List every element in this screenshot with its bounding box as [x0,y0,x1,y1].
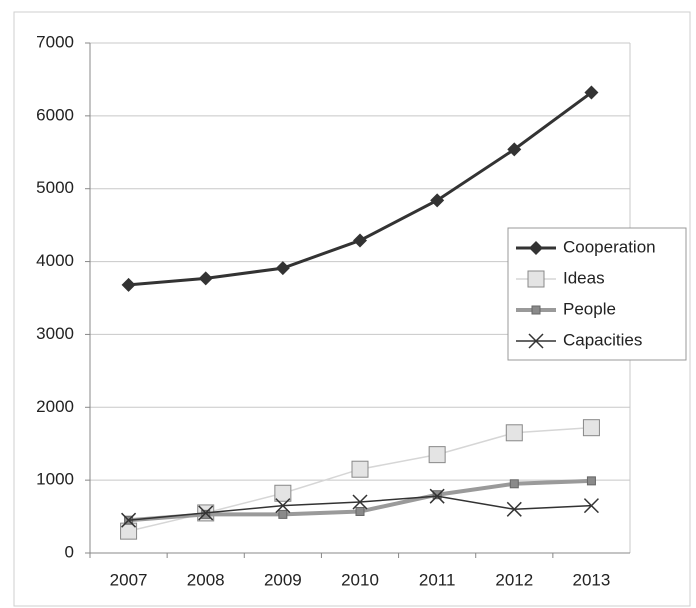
x-tick-label: 2007 [110,570,148,589]
marker [528,333,544,349]
marker [506,501,522,517]
marker [201,509,211,519]
x-tick-label: 2008 [187,570,225,589]
y-tick-label: 2000 [36,397,74,416]
marker [428,446,446,464]
y-tick-label: 7000 [36,32,74,51]
marker [432,490,442,500]
legend-label: Capacities [563,330,642,349]
marker [121,277,136,292]
marker [355,506,365,516]
marker [509,479,519,489]
y-tick-label: 0 [65,542,74,561]
marker [507,142,522,157]
y-tick-label: 4000 [36,251,74,270]
marker [584,85,599,100]
marker [505,424,523,442]
y-tick-label: 6000 [36,105,74,124]
marker [531,305,541,315]
y-tick-label: 5000 [36,178,74,197]
marker [275,261,290,276]
marker [351,460,369,478]
x-tick-label: 2010 [341,570,379,589]
y-tick-label: 1000 [36,470,74,489]
legend-label: People [563,299,616,318]
marker [121,512,137,528]
marker [527,270,545,288]
series [121,85,599,292]
marker [583,498,599,514]
x-tick-label: 2013 [573,570,611,589]
marker [198,271,213,286]
marker [429,488,445,504]
x-tick-label: 2012 [495,570,533,589]
legend-label: Cooperation [563,237,656,256]
marker [275,498,291,514]
x-tick-label: 2009 [264,570,302,589]
marker [430,193,445,208]
y-tick-label: 3000 [36,324,74,343]
x-tick-label: 2011 [419,570,456,589]
marker [529,241,543,255]
marker [586,476,596,486]
marker [352,494,368,510]
marker [582,419,600,437]
legend-label: Ideas [563,268,605,287]
marker [198,505,214,521]
marker [353,233,367,248]
series [121,488,599,528]
marker [278,509,288,519]
marker [274,484,292,502]
